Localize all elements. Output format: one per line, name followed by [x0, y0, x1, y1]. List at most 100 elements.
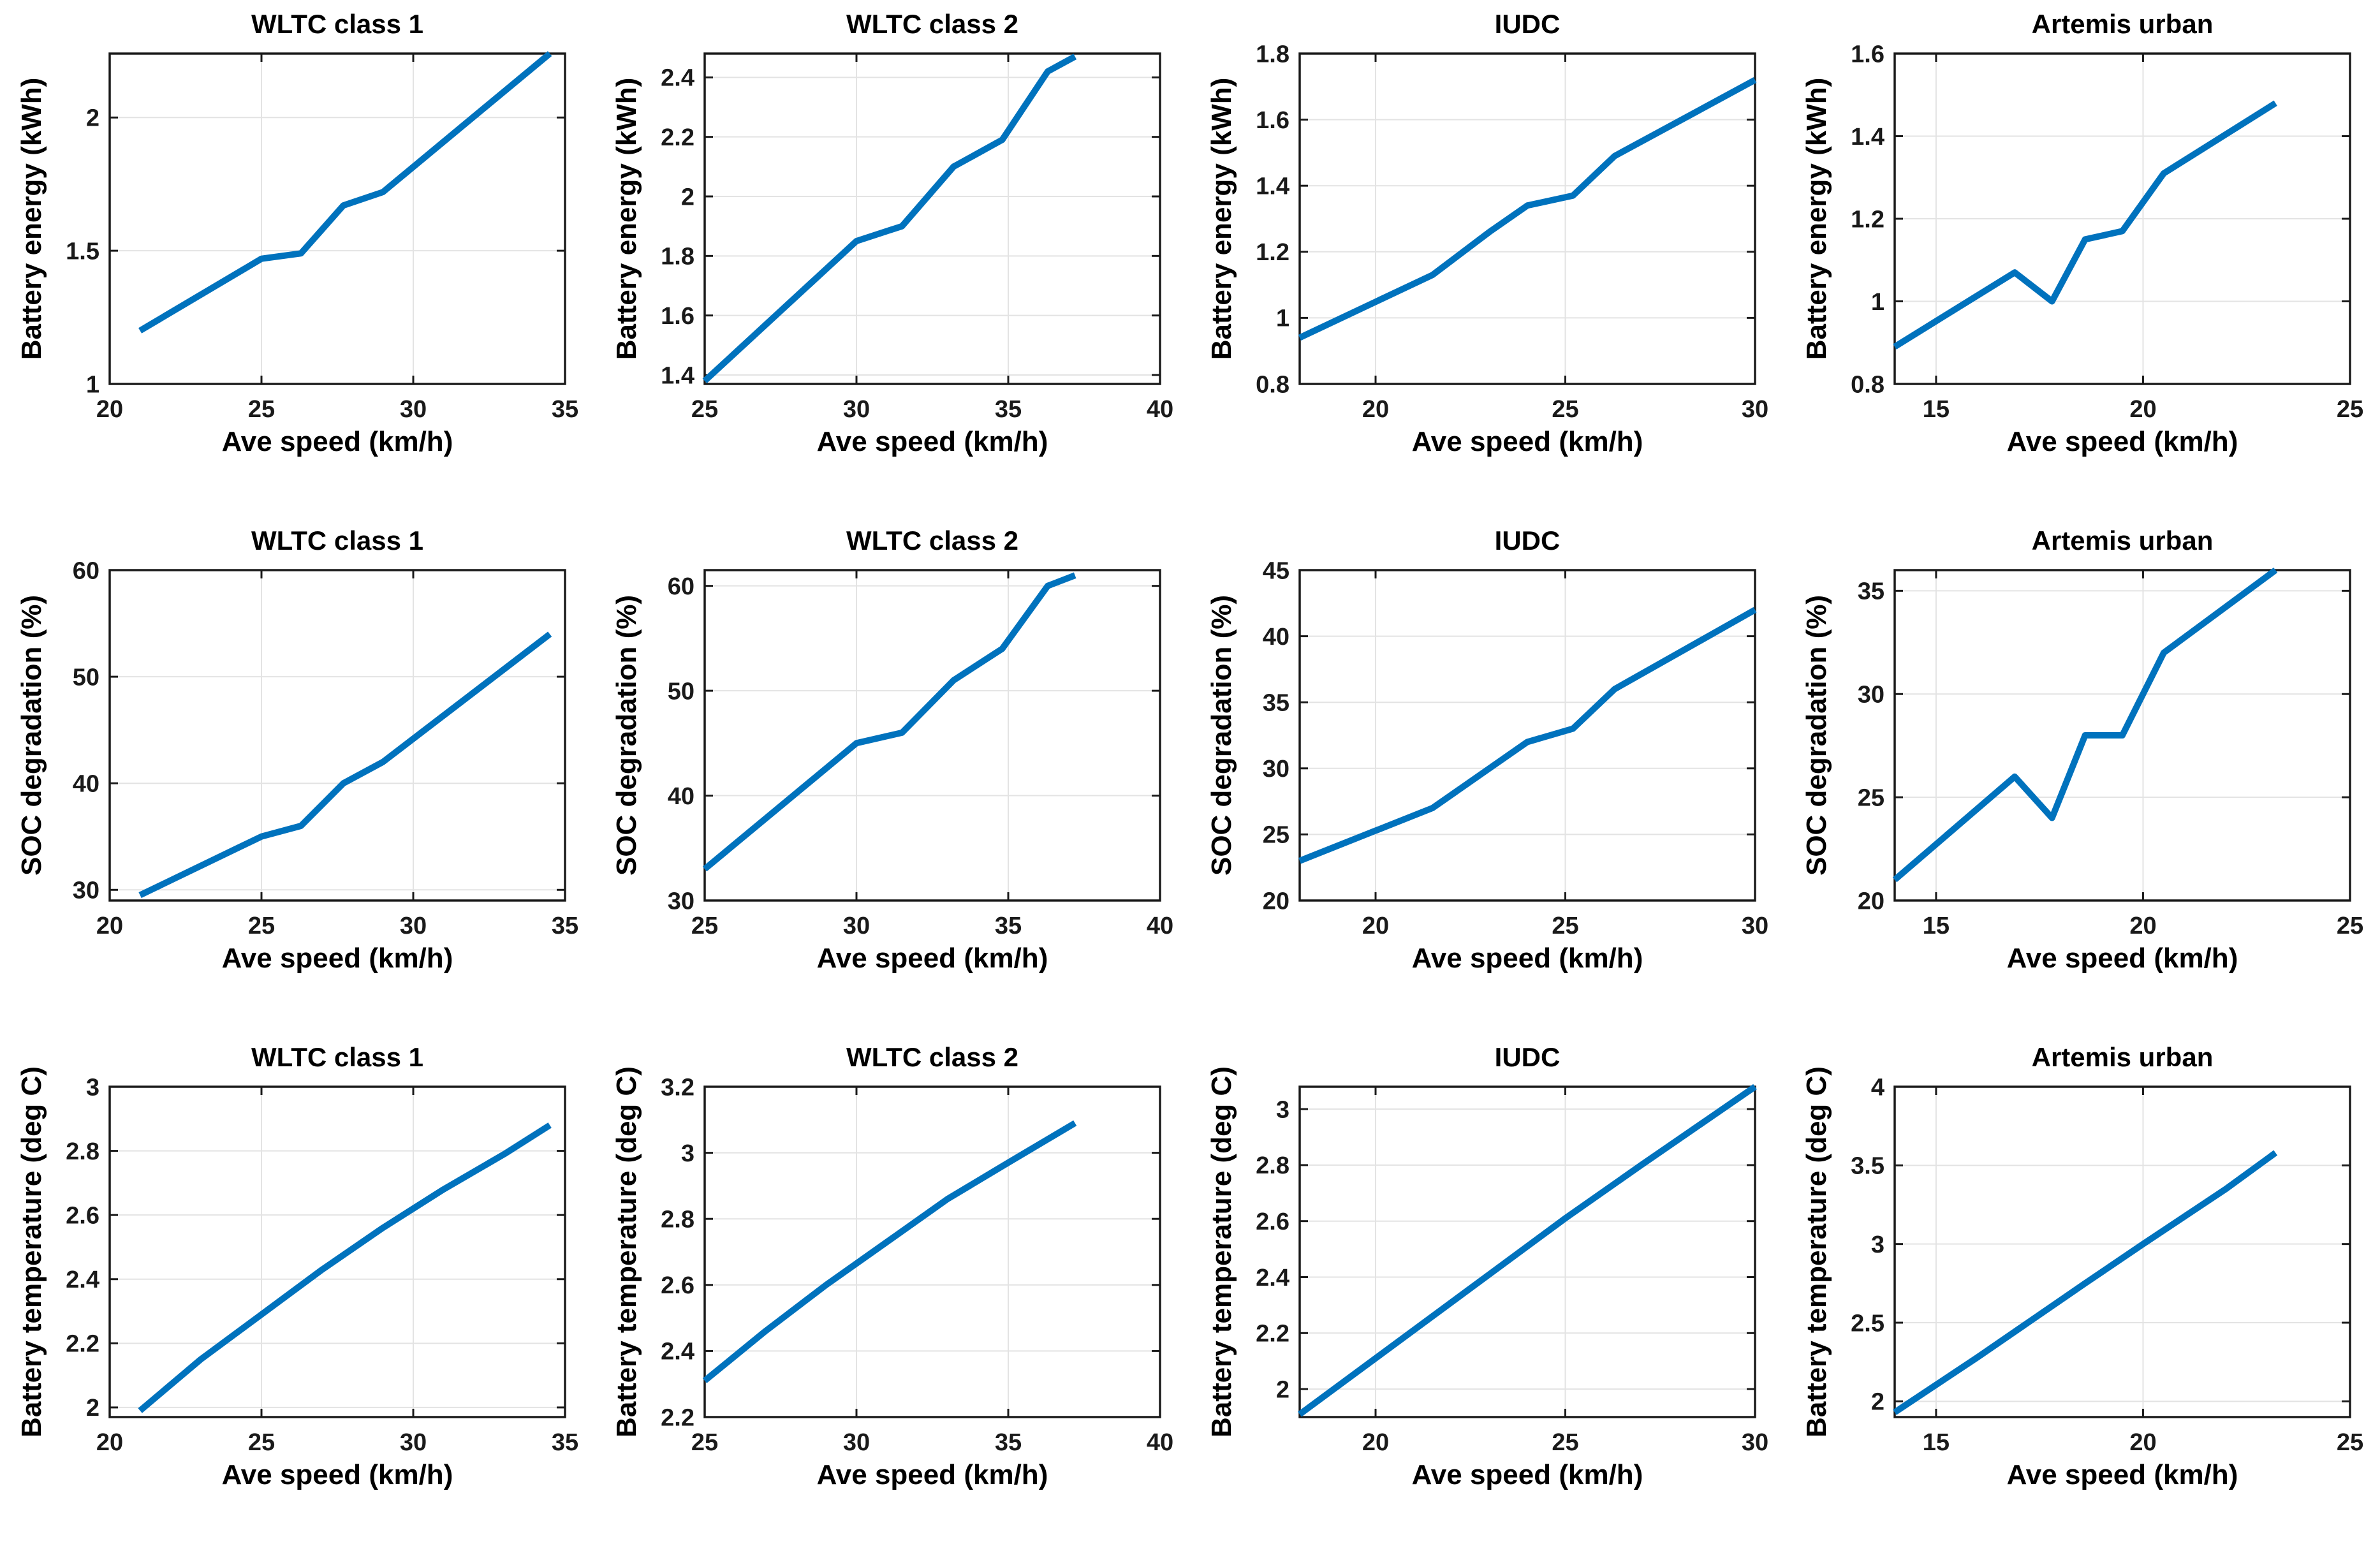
svg-text:25: 25 — [248, 913, 275, 939]
svg-text:2: 2 — [86, 105, 99, 132]
subplot-title: WLTC class 1 — [251, 1042, 423, 1072]
svg-text:2: 2 — [86, 1395, 99, 1422]
svg-text:15: 15 — [1923, 913, 1950, 939]
svg-text:3.2: 3.2 — [661, 1074, 694, 1101]
svg-text:50: 50 — [668, 678, 694, 705]
y-axis-label: Battery temperature (deg C) — [1206, 1066, 1237, 1437]
svg-text:20: 20 — [96, 396, 123, 423]
svg-text:1.2: 1.2 — [1851, 206, 1884, 233]
plot-area: 20 25 30 35 1 1.5 2 — [66, 51, 578, 423]
svg-text:2.4: 2.4 — [1256, 1265, 1289, 1291]
svg-text:1: 1 — [86, 371, 99, 398]
svg-text:2.4: 2.4 — [661, 1339, 694, 1365]
svg-text:2.8: 2.8 — [1256, 1152, 1289, 1179]
svg-text:2: 2 — [1276, 1376, 1289, 1403]
svg-text:25: 25 — [1552, 396, 1578, 423]
svg-text:50: 50 — [73, 664, 99, 691]
svg-text:2.8: 2.8 — [66, 1138, 99, 1165]
x-axis-label: Ave speed (km/h) — [2006, 1459, 2238, 1490]
y-axis-label: Battery energy (kWh) — [16, 77, 47, 360]
subplot-soc-degradation-wltc1: 20 25 30 35 30 40 50 60 WLTC class 1 SOC degrad… — [0, 517, 595, 1033]
svg-text:0.8: 0.8 — [1256, 371, 1289, 398]
subplot-soc-degradation-iudc: 20 25 30 20 25 30 35 40 45 IUDC SOC degradation … — [1190, 517, 1785, 1033]
plot-area: 20 25 30 35 2 2.2 2.4 2.6 2.8 3 — [66, 1074, 578, 1456]
plot-area: 20 25 30 20 25 30 35 40 45 — [1263, 557, 1768, 939]
svg-text:15: 15 — [1923, 396, 1950, 423]
svg-text:25: 25 — [1263, 822, 1289, 849]
subplot-battery-energy-wltc2: 25 30 35 40 1.4 1.6 1.8 2 2.2 2.4 WLTC class 2 Ba… — [595, 0, 1190, 517]
svg-text:35: 35 — [552, 396, 578, 423]
y-axis-label: SOC degradation (%) — [1801, 594, 1832, 876]
svg-text:20: 20 — [96, 913, 123, 939]
svg-text:30: 30 — [843, 913, 870, 939]
subplot-battery-energy-wltc1: 20 25 30 35 1 1.5 2 WLTC class 1 Battery energ… — [0, 0, 595, 517]
svg-text:30: 30 — [668, 888, 694, 915]
svg-text:20: 20 — [1362, 396, 1389, 423]
svg-text:25: 25 — [248, 1429, 275, 1456]
svg-text:35: 35 — [995, 913, 1022, 939]
svg-text:40: 40 — [1147, 913, 1173, 939]
svg-text:30: 30 — [400, 913, 427, 939]
svg-text:20: 20 — [1362, 1429, 1389, 1456]
svg-text:4: 4 — [1871, 1074, 1884, 1101]
svg-text:30: 30 — [1742, 396, 1768, 423]
x-axis-label: Ave speed (km/h) — [2006, 943, 2238, 974]
svg-text:2.5: 2.5 — [1851, 1310, 1884, 1337]
svg-text:1.4: 1.4 — [1256, 173, 1289, 200]
svg-text:30: 30 — [400, 396, 427, 423]
svg-text:35: 35 — [1858, 578, 1884, 605]
svg-text:30: 30 — [843, 396, 870, 423]
subplot-title: Artemis urban — [2031, 526, 2214, 555]
x-axis-label: Ave speed (km/h) — [816, 943, 1048, 974]
y-axis-label: Battery temperature (deg C) — [1801, 1066, 1832, 1437]
subplot-battery-energy-iudc: 20 25 30 0.8 1 1.2 1.4 1.6 1.8 IUDC Battery ener… — [1190, 0, 1785, 517]
svg-text:2.2: 2.2 — [1256, 1321, 1289, 1348]
plot-area: 25 30 35 40 1.4 1.6 1.8 2 2.2 2.4 — [661, 52, 1173, 423]
plot-area: 20 25 30 0.8 1 1.2 1.4 1.6 1.8 — [1256, 41, 1768, 423]
subplot-battery-energy-artemis: 15 20 25 0.8 1 1.2 1.4 1.6 Artemis urban Batter… — [1785, 0, 2380, 517]
y-axis-label: SOC degradation (%) — [1206, 594, 1237, 876]
svg-text:1.2: 1.2 — [1256, 239, 1289, 266]
svg-text:1.6: 1.6 — [1256, 107, 1289, 134]
x-axis-label: Ave speed (km/h) — [221, 943, 453, 974]
svg-text:35: 35 — [995, 396, 1022, 423]
svg-text:25: 25 — [2337, 913, 2363, 939]
svg-text:2.6: 2.6 — [1256, 1209, 1289, 1235]
svg-text:0.8: 0.8 — [1851, 371, 1884, 398]
svg-text:1: 1 — [1871, 289, 1884, 316]
svg-text:40: 40 — [1263, 624, 1289, 651]
plot-area: 15 20 25 0.8 1 1.2 1.4 1.6 — [1851, 41, 2363, 423]
subplot-title: IUDC — [1494, 526, 1561, 555]
subplot-title: WLTC class 2 — [846, 1042, 1018, 1072]
svg-text:3.5: 3.5 — [1851, 1153, 1884, 1180]
svg-text:35: 35 — [552, 913, 578, 939]
svg-text:20: 20 — [1263, 888, 1289, 915]
svg-text:20: 20 — [1858, 888, 1884, 915]
svg-text:40: 40 — [73, 770, 99, 797]
svg-text:1.8: 1.8 — [661, 244, 694, 270]
svg-text:25: 25 — [1552, 913, 1578, 939]
subplot-title: Artemis urban — [2031, 1042, 2214, 1072]
x-axis-label: Ave speed (km/h) — [1411, 426, 1643, 457]
svg-text:30: 30 — [400, 1429, 427, 1456]
svg-text:25: 25 — [691, 1429, 718, 1456]
svg-text:35: 35 — [1263, 690, 1289, 717]
svg-text:2.4: 2.4 — [661, 65, 694, 92]
svg-text:2.6: 2.6 — [66, 1202, 99, 1229]
y-axis-label: Battery energy (kWh) — [611, 77, 642, 360]
svg-text:35: 35 — [995, 1429, 1022, 1456]
svg-text:2.8: 2.8 — [661, 1207, 694, 1233]
svg-text:2.6: 2.6 — [661, 1272, 694, 1299]
y-axis-label: Battery energy (kWh) — [1206, 77, 1237, 360]
svg-text:30: 30 — [1858, 682, 1884, 709]
subplot-title: WLTC class 1 — [251, 9, 423, 39]
svg-text:25: 25 — [1858, 784, 1884, 811]
x-axis-label: Ave speed (km/h) — [1411, 943, 1643, 974]
svg-text:40: 40 — [1147, 1429, 1173, 1456]
svg-text:2.2: 2.2 — [661, 124, 694, 151]
svg-text:20: 20 — [2129, 913, 2156, 939]
svg-text:20: 20 — [2129, 396, 2156, 423]
y-axis-label: Battery temperature (deg C) — [16, 1066, 47, 1437]
svg-text:1.6: 1.6 — [661, 303, 694, 330]
